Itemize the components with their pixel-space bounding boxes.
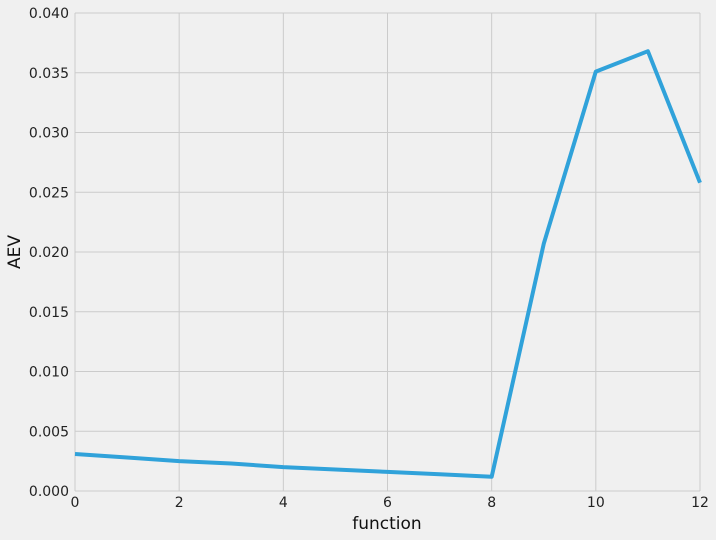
x-tick-label: 0: [71, 495, 80, 511]
y-tick-label: 0.020: [29, 245, 69, 261]
x-tick-label: 4: [279, 495, 288, 511]
y-tick-label: 0.030: [29, 126, 69, 142]
x-tick-label: 12: [691, 495, 709, 511]
x-tick-label: 2: [175, 495, 184, 511]
y-tick-label: 0.010: [29, 365, 69, 381]
x-axis-ticks: 0 2 4 6 8 10 12: [71, 495, 709, 511]
y-axis-label: AEV: [5, 235, 25, 269]
grid-lines: [74, 12, 701, 492]
x-tick-label: 10: [587, 495, 605, 511]
y-axis-ticks: 0.000 0.005 0.010 0.015 0.020 0.025 0.030 0.035…: [29, 6, 69, 500]
y-tick-label: 0.025: [29, 185, 69, 201]
series-group: [74, 49, 702, 479]
series-line: [74, 49, 702, 479]
y-tick-label: 0.040: [29, 6, 69, 22]
x-axis-label: function: [352, 514, 421, 534]
x-tick-label: 6: [383, 495, 392, 511]
y-tick-label: 0.005: [29, 424, 69, 440]
y-tick-label: 0.015: [29, 305, 69, 321]
x-tick-label: 8: [487, 495, 496, 511]
y-tick-label: 0.035: [29, 66, 69, 82]
y-tick-label: 0.000: [29, 484, 69, 500]
